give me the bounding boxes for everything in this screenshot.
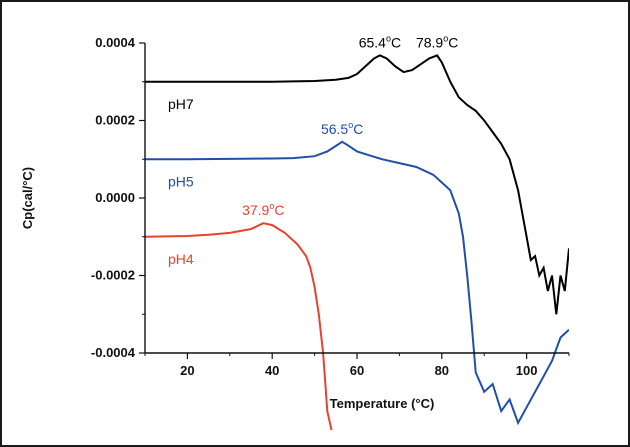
y-tick-label: -0.0004 [91, 345, 136, 360]
series-line-ph7 [145, 54, 569, 315]
y-tick-label: 0.0000 [95, 190, 135, 205]
series-layer [145, 54, 569, 430]
series-label-ph5: pH5 [168, 173, 194, 189]
peak-annotation: 78.9oC [416, 33, 458, 50]
series-line-ph5 [145, 140, 569, 426]
x-tick-label: 100 [516, 363, 538, 378]
x-tick-label: 20 [180, 363, 194, 378]
y-tick-label: 0.0004 [95, 35, 136, 50]
peak-annotation: 37.9oC [242, 201, 284, 218]
y-tick-label: 0.0002 [95, 113, 135, 128]
y-axis-label: Cp(cal/°C) [20, 167, 35, 229]
x-tick-label: 80 [435, 363, 449, 378]
labels-layer: 0.0004 0.0002 0.0000 -0.0002 -0.0004 20 40 60 80… [20, 33, 537, 411]
x-tick-label: 40 [265, 363, 279, 378]
y-tick-label: -0.0002 [91, 268, 135, 283]
peak-annotation: 65.4oC [359, 33, 401, 50]
series-line-ph4 [145, 222, 333, 430]
axes-layer [139, 42, 570, 359]
x-axis-label: Temperature (°C) [330, 396, 435, 411]
peak-annotation: 56.5oC [321, 120, 363, 137]
x-tick-label: 60 [350, 363, 364, 378]
series-label-ph7: pH7 [168, 96, 194, 112]
series-label-ph4: pH4 [168, 251, 194, 267]
